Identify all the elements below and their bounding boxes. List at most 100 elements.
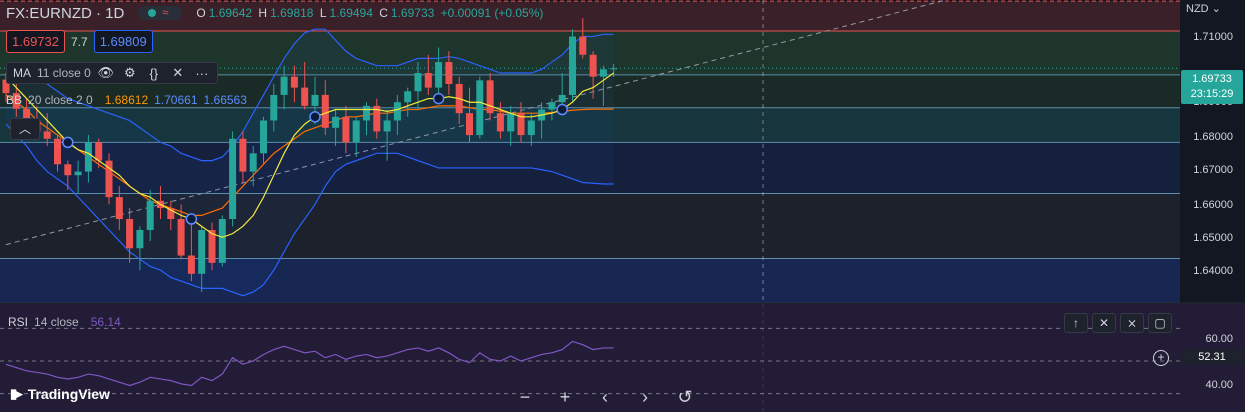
maximize-pane-icon[interactable]: ▢: [1148, 313, 1172, 333]
currency-selector[interactable]: NZD ⌄: [1186, 3, 1221, 15]
tradingview-logo[interactable]: ▮▸ TradingView: [10, 386, 110, 402]
candle-body: [589, 54, 597, 77]
candle-body: [476, 80, 484, 136]
eye-icon[interactable]: 👁: [97, 65, 115, 80]
brand-name: TradingView: [27, 386, 110, 402]
market-open-icon: [148, 9, 157, 17]
symbol-title[interactable]: FX:EURNZD · 1D: [6, 4, 125, 22]
candle-body: [43, 131, 51, 139]
candle-body: [167, 208, 175, 220]
candle-body: [136, 229, 144, 249]
candle-body: [126, 219, 134, 249]
candle-body: [74, 171, 82, 176]
price-tick: 1.67000: [1193, 164, 1233, 176]
candle-body: [95, 142, 103, 161]
signal-marker: [309, 111, 321, 123]
candle-body: [146, 200, 154, 230]
chart-navigation: − + ‹ › ↺: [512, 384, 698, 410]
zoom-in-button[interactable]: +: [559, 387, 571, 407]
candle-body: [187, 255, 195, 274]
rsi-name: RSI: [8, 315, 29, 329]
candle-body: [373, 105, 381, 132]
collapse-legend-button[interactable]: ︿: [10, 118, 40, 140]
more-icon[interactable]: ···: [195, 65, 209, 81]
gear-icon[interactable]: ⚙: [123, 65, 136, 80]
ohlc-values: O 1.69642 H 1.69818 L 1.69494 C 1.69733 +0.0…: [196, 6, 544, 20]
market-status-toggle[interactable]: ≈: [138, 6, 183, 20]
candle-body: [280, 76, 288, 95]
pane-controls: ↑ ✕ ⨯ ▢: [1064, 313, 1172, 333]
zoom-out-button[interactable]: −: [519, 387, 531, 407]
reset-chart-button[interactable]: ↺: [677, 387, 693, 407]
candle-body: [54, 138, 61, 165]
candle-body: [23, 108, 31, 121]
price-tick: 1.66000: [1193, 199, 1233, 211]
close-pane-icon[interactable]: ✕: [1092, 313, 1116, 333]
ma-line: [5, 72, 615, 238]
candle-body: [249, 153, 257, 172]
rsi-tick: 40.00: [1205, 379, 1233, 391]
tradingview-mark-icon: ▮▸: [10, 386, 23, 401]
scroll-left-button[interactable]: ‹: [602, 387, 608, 407]
rsi-value: 56.14: [90, 315, 121, 329]
bb-basis-value: 1.68612: [104, 93, 149, 107]
price-tick: 1.71000: [1193, 31, 1233, 43]
wave-icon: ≈: [162, 7, 169, 19]
high-value: 1.69818: [270, 6, 314, 20]
candle-body: [12, 93, 20, 109]
candle-body: [332, 116, 340, 128]
zone-band: [0, 258, 1180, 303]
ma-name: MA: [13, 66, 31, 80]
price-tick: 1.64000: [1193, 265, 1233, 277]
collapse-pane-icon[interactable]: ⨯: [1120, 313, 1144, 333]
candle-body: [404, 91, 412, 103]
braces-icon[interactable]: {}: [149, 65, 159, 81]
candle-body: [198, 229, 206, 274]
rsi-line: [5, 340, 614, 387]
bb-name: BB: [6, 93, 23, 107]
close-icon[interactable]: ✕: [172, 65, 184, 80]
rsi-params: 14 close: [34, 315, 79, 329]
scroll-right-button[interactable]: ›: [642, 387, 648, 407]
bb-upper-value: 1.70661: [154, 93, 198, 107]
signal-marker: [62, 136, 74, 149]
candle-body: [414, 73, 422, 92]
candle-body: [486, 80, 494, 114]
candle-body: [558, 94, 566, 103]
candle-body: [352, 120, 360, 143]
ma-legend[interactable]: MA 11 close 0 👁 ⚙ {} ✕ ···: [6, 62, 218, 84]
candle-body: [548, 102, 556, 110]
candle-body: [424, 73, 432, 88]
candle-body: [383, 120, 391, 132]
symbol-header: FX:EURNZD · 1D ≈ O 1.69642 H 1.69818 L 1.69…: [6, 2, 546, 24]
candle-body: [115, 197, 123, 220]
candle-body: [466, 113, 473, 136]
candle-body: [363, 105, 370, 121]
zone-band: [0, 142, 1180, 194]
bb-lower-value: 1.66563: [203, 93, 247, 107]
chevron-up-icon: ︿: [18, 122, 31, 136]
candle-body: [610, 68, 618, 70]
change-value: +0.00091 (+0.05%): [440, 6, 544, 20]
open-value: 1.69642: [208, 6, 253, 20]
rsi-legend[interactable]: RSI 14 close 56.14: [8, 315, 121, 329]
candle-body: [208, 229, 216, 263]
candle-body: [321, 94, 329, 128]
candle-body: [2, 79, 10, 94]
candle-body: [311, 94, 319, 106]
bb-legend[interactable]: BB 20 close 2 0 1.68612 1.70661 1.66563: [6, 93, 247, 107]
move-up-icon[interactable]: ↑: [1064, 313, 1088, 333]
sell-button[interactable]: 1.69732: [6, 30, 65, 53]
candle-body: [435, 62, 443, 88]
signal-marker: [432, 92, 445, 105]
candle-body: [290, 76, 298, 88]
add-plus-icon[interactable]: +: [1153, 350, 1169, 366]
buy-button[interactable]: 1.69809: [93, 30, 153, 53]
zone-band: [0, 193, 1180, 259]
candle-body: [517, 113, 525, 136]
price-tick: 1.65000: [1193, 232, 1233, 244]
candle-body: [445, 62, 453, 84]
trade-buttons: 1.69732 7.7 1.69809: [6, 30, 153, 53]
spread-value: 7.7: [71, 34, 88, 49]
